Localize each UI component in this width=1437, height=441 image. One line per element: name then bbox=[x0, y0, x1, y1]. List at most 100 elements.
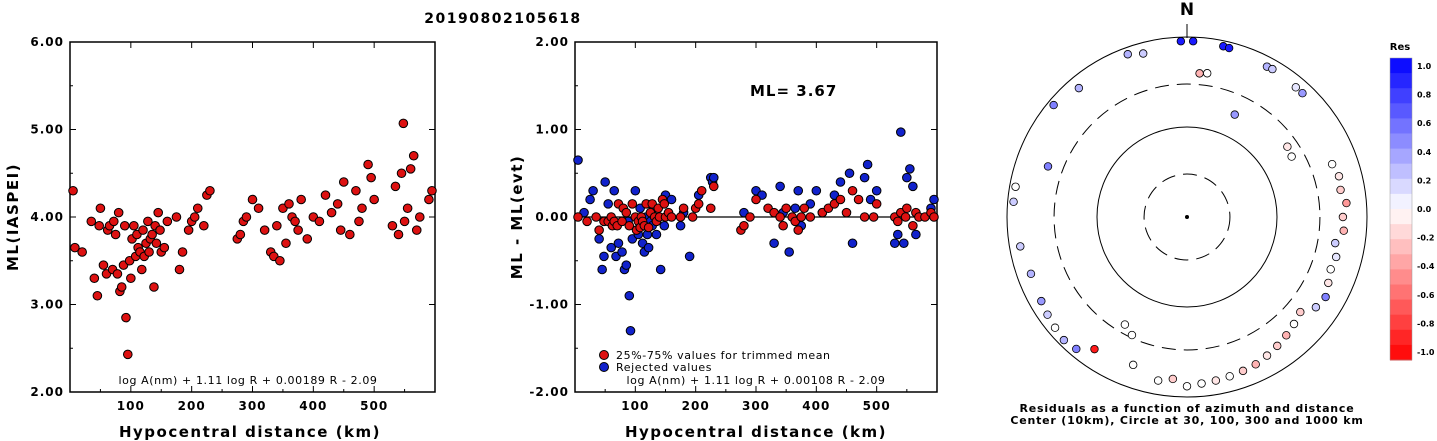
station-residual-point bbox=[1043, 310, 1052, 319]
rejected-data-point bbox=[624, 290, 635, 301]
left-data-point bbox=[147, 229, 157, 240]
rejected-data-point bbox=[606, 242, 617, 253]
left-data-point bbox=[199, 220, 209, 231]
left-data-point bbox=[189, 212, 200, 222]
left-data-point bbox=[116, 282, 127, 292]
left-data-point bbox=[159, 242, 170, 253]
rejected-data-point bbox=[862, 159, 873, 170]
left-data-point bbox=[155, 225, 165, 235]
trimmed-data-point bbox=[805, 212, 816, 222]
colorbar-segment bbox=[1390, 88, 1412, 104]
north-label: N bbox=[1180, 0, 1194, 20]
station-residual-point bbox=[1282, 331, 1291, 340]
left-data-point bbox=[253, 203, 264, 214]
colorbar-segment bbox=[1390, 118, 1412, 134]
station-residual-point bbox=[1072, 344, 1081, 354]
rejected-data-point bbox=[630, 185, 641, 196]
left-data-point bbox=[98, 260, 109, 270]
colorbar-segment bbox=[1390, 103, 1412, 119]
middle-panel: ML - ML(evt) Hypocentral distance (km) M… bbox=[508, 35, 939, 441]
left-data-point bbox=[405, 164, 416, 174]
rejected-data-point bbox=[651, 229, 662, 240]
station-residual-point bbox=[1291, 83, 1301, 92]
left-data-point bbox=[138, 225, 148, 235]
left-data-point bbox=[320, 190, 331, 200]
station-residual-point bbox=[1188, 37, 1198, 46]
left-data-point bbox=[357, 203, 367, 214]
middle-ytick-label: 1.00 bbox=[535, 123, 569, 137]
station-residual-point bbox=[1197, 379, 1206, 388]
station-residual-point bbox=[1336, 185, 1345, 195]
rejected-data-point bbox=[784, 247, 794, 257]
rejected-data-point bbox=[790, 203, 801, 214]
left-ytick-label: 2.00 bbox=[30, 385, 64, 399]
station-residual-point bbox=[1203, 69, 1212, 78]
trimmed-data-point bbox=[624, 220, 635, 231]
polar-panel: N Residuals as a function of azimuth and… bbox=[1006, 0, 1368, 427]
left-plot-frame bbox=[69, 41, 436, 393]
rejected-data-point bbox=[609, 185, 620, 196]
left-data-point bbox=[335, 225, 346, 235]
trimmed-data-point bbox=[696, 185, 707, 196]
middle-xlabel: Hypocentral distance (km) bbox=[625, 423, 887, 441]
station-residual-point bbox=[1037, 296, 1046, 306]
left-data-point bbox=[70, 242, 80, 253]
trimmed-data-point bbox=[799, 203, 810, 214]
station-residual-point bbox=[1153, 376, 1163, 385]
left-data-point bbox=[177, 247, 188, 257]
rejected-data-point bbox=[911, 229, 921, 240]
middle-xtick-label: 100 bbox=[621, 399, 649, 413]
station-residual-point bbox=[1011, 182, 1020, 191]
left-data-point bbox=[94, 220, 104, 231]
station-residual-point bbox=[1009, 197, 1018, 207]
polar-caption-line2: Center (10km), Circle at 30, 100, 300 an… bbox=[1010, 414, 1363, 427]
station-residual-point bbox=[1327, 159, 1337, 169]
trimmed-data-point bbox=[705, 203, 716, 214]
rejected-data-point bbox=[929, 194, 939, 205]
rejected-data-point bbox=[573, 155, 583, 165]
trimmed-data-point bbox=[627, 199, 638, 209]
station-residual-point bbox=[1342, 198, 1351, 208]
colorbar-segment bbox=[1390, 178, 1412, 195]
colorbar-segment bbox=[1390, 239, 1412, 255]
trimmed-data-point bbox=[678, 203, 689, 214]
left-data-point bbox=[149, 282, 159, 292]
left-data-point bbox=[302, 234, 313, 244]
rejected-data-point bbox=[675, 220, 686, 231]
left-data-point bbox=[396, 168, 407, 179]
left-data-point bbox=[393, 229, 404, 240]
left-data-point bbox=[151, 238, 162, 249]
colorbar-segment bbox=[1390, 163, 1412, 180]
colorbar-title: Res bbox=[1390, 42, 1410, 53]
left-xtick-label: 500 bbox=[360, 399, 388, 413]
station-residual-point bbox=[1016, 242, 1025, 251]
legend-rejected-marker bbox=[599, 362, 609, 372]
legend-rejected-label: Rejected values bbox=[616, 361, 712, 374]
middle-xtick-label: 200 bbox=[682, 399, 710, 413]
colorbar-tick-label: 0.6 bbox=[1417, 119, 1432, 128]
colorbar-frame bbox=[1389, 57, 1413, 361]
left-data-point bbox=[143, 216, 153, 227]
ml-label: ML= 3.67 bbox=[750, 82, 837, 100]
left-data-point bbox=[411, 225, 422, 235]
left-data-point bbox=[110, 229, 121, 240]
left-data-point bbox=[345, 229, 355, 240]
rejected-data-point bbox=[600, 177, 610, 187]
rejected-data-point bbox=[655, 264, 666, 275]
trimmed-data-point bbox=[778, 220, 788, 231]
left-data-point bbox=[390, 181, 401, 192]
left-data-point bbox=[136, 264, 147, 275]
legend-trimmed-marker bbox=[599, 350, 609, 360]
left-data-point bbox=[241, 212, 252, 222]
rejected-data-point bbox=[793, 185, 804, 196]
left-panel: ML(IASPEI) Hypocentral distance (km) log… bbox=[4, 35, 437, 441]
left-data-point bbox=[402, 203, 413, 214]
colorbar-segment bbox=[1390, 329, 1412, 346]
left-data-point bbox=[113, 207, 124, 218]
left-data-point bbox=[153, 207, 164, 218]
left-data-point bbox=[398, 118, 409, 129]
rejected-data-point bbox=[684, 251, 695, 262]
rejected-data-point bbox=[594, 234, 604, 244]
station-residual-point bbox=[1289, 319, 1299, 329]
rejected-data-point bbox=[585, 194, 595, 205]
